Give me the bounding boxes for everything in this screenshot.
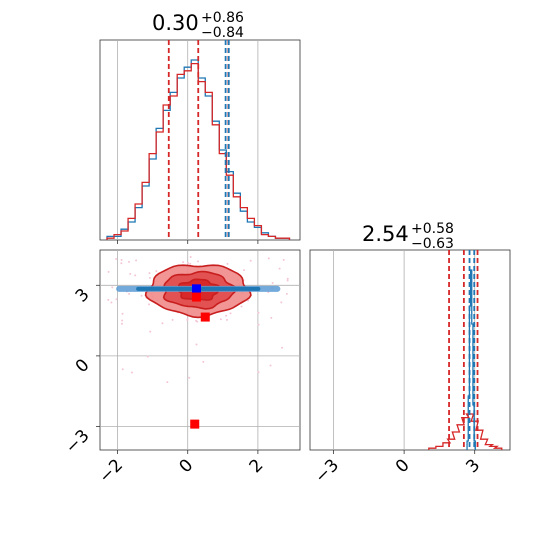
- histogram-2-x-ticks: −3 0 3: [311, 450, 484, 487]
- contour-sample-dot: [197, 260, 200, 263]
- histogram-panel-2: −3 0 3 2.54 +0.58 −0.63: [309, 221, 511, 487]
- histogram-1-title-value: 0.30: [152, 11, 199, 35]
- contour-sample-dot: [149, 330, 152, 333]
- histogram-1-grid: [117, 40, 259, 240]
- contour-sample-dot: [267, 257, 270, 260]
- contour-sample-dot: [161, 322, 164, 325]
- contour-ytick-label-1: 0: [72, 355, 94, 377]
- contour-sample-dot: [115, 258, 118, 261]
- contour-sample-dot: [186, 318, 189, 321]
- hist2-xtick-label-1: 0: [392, 455, 414, 477]
- contour-sample-dot: [110, 301, 113, 304]
- contour-marker-0: [191, 284, 201, 294]
- contour-y-ticks: −3 0 3: [62, 285, 100, 458]
- histogram-1-title-plus: +0.86: [201, 10, 244, 26]
- histogram-2-title-plus: +0.58: [411, 221, 454, 237]
- contour-sample-dot: [202, 360, 205, 363]
- contour-sample-dot: [128, 292, 131, 295]
- contour-marker-3: [190, 419, 200, 429]
- contour-sample-dot: [269, 364, 272, 367]
- hist2-series-1: [428, 413, 503, 450]
- contour-panel: −2 0 2 −3 0 3: [62, 249, 301, 487]
- hist2-xtick-label-0: −3: [311, 455, 343, 487]
- contour-ytick-label-2: 3: [72, 285, 94, 307]
- contour-sample-dot: [219, 318, 222, 321]
- contour-sample-dot: [107, 298, 110, 301]
- histogram-1-quantile-lines: [167, 40, 230, 240]
- contour-sample-dot: [148, 303, 151, 306]
- histogram-2-frame: [309, 249, 511, 451]
- contour-sample-dot: [135, 259, 138, 262]
- contour-ytick-label-0: −3: [62, 426, 94, 458]
- contour-sample-dot: [257, 311, 260, 314]
- contour-sample-dot: [130, 371, 133, 374]
- contour-sample-dot: [121, 368, 124, 371]
- contour-sample-dot: [195, 343, 198, 346]
- contour-sample-dot: [249, 259, 252, 262]
- hist0-series-1: [106, 62, 291, 240]
- contour-sample-dot: [281, 346, 284, 349]
- contour-frame: [99, 249, 301, 451]
- contour-sample-dot: [120, 258, 123, 261]
- contour-sample-dot: [285, 292, 288, 295]
- contour-sample-dot: [129, 272, 132, 275]
- contour-sample-dot: [120, 322, 123, 325]
- contour-sample-dot: [187, 262, 190, 265]
- contour-sample-dot: [107, 270, 110, 273]
- histogram-1-frame: [99, 39, 301, 241]
- histogram-2-grid: [333, 250, 476, 450]
- contour-sample-dot: [188, 376, 191, 379]
- contour-marker-2: [200, 312, 210, 322]
- contour-sample-dot: [189, 262, 192, 265]
- contour-sample-dot: [270, 316, 273, 319]
- contour-sample-dot: [148, 276, 151, 279]
- contour-sample-dot: [115, 298, 118, 301]
- contour-sample-dot: [195, 319, 198, 322]
- contour-sample-dot: [148, 272, 151, 275]
- contour-sample-dot: [278, 267, 281, 270]
- contour-sample-dot: [111, 286, 114, 289]
- contour-markers: [190, 284, 210, 429]
- contour-sample-dot: [166, 381, 169, 384]
- contour-sample-dot: [226, 262, 229, 265]
- contour-sample-dot: [257, 371, 260, 374]
- histogram-1-x-ticks: [117, 240, 259, 244]
- contour-sample-dot: [257, 323, 260, 326]
- contour-sample-dot: [155, 270, 158, 273]
- contour-xtick-label-0: −2: [95, 455, 127, 487]
- contour-sample-dot: [271, 281, 274, 284]
- contour-sample-dot: [121, 319, 124, 322]
- contour-xtick-label-2: 2: [246, 455, 268, 477]
- contour-sample-dot: [225, 314, 228, 317]
- contour-sample-dot: [127, 260, 130, 263]
- contour-marker-1: [191, 292, 201, 302]
- contour-sample-dot: [286, 277, 289, 280]
- contour-sample-dot: [140, 294, 143, 297]
- contour-sample-dot: [240, 305, 243, 308]
- contour-sample-dot: [121, 312, 124, 315]
- histogram-1-title-minus: −0.84: [201, 25, 244, 41]
- contour-sample-dot: [229, 312, 232, 315]
- contour-sample-dot: [280, 301, 283, 304]
- contour-sample-dot: [171, 318, 174, 321]
- histogram-2-title-minus: −0.63: [411, 236, 454, 252]
- contour-x-ticks: −2 0 2: [95, 450, 267, 487]
- histogram-2-steps: [428, 269, 503, 450]
- histogram-panel-1: 0.30 +0.86 −0.84: [99, 10, 301, 244]
- contour-sample-dot: [134, 274, 137, 277]
- contour-sample-dot: [182, 261, 185, 264]
- contour-sample-dot: [282, 258, 285, 261]
- contour-sample-dot: [189, 256, 192, 259]
- contour-sample-dot: [120, 262, 123, 265]
- histogram-2-title-value: 2.54: [362, 222, 409, 246]
- histogram-2-quantile-lines: [448, 250, 479, 450]
- contour-sample-dot: [242, 269, 245, 272]
- contour-sample-dot: [146, 355, 149, 358]
- contour-sample-dot: [286, 279, 289, 282]
- hist2-xtick-label-2: 3: [462, 455, 484, 477]
- contour-xtick-label-1: 0: [175, 455, 197, 477]
- contour-sample-dot: [225, 318, 228, 321]
